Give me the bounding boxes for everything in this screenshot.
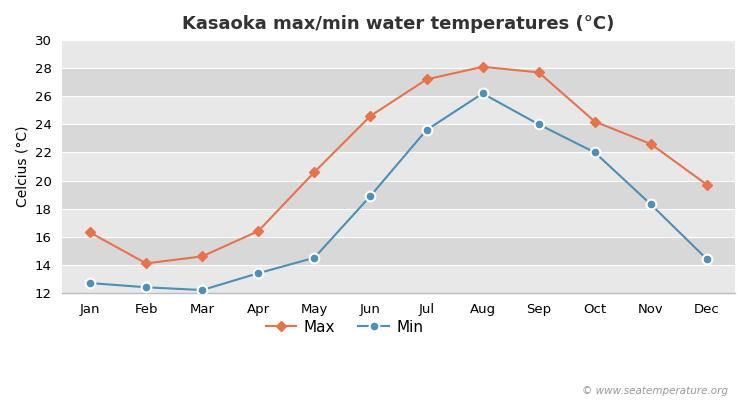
Bar xyxy=(62,124,735,152)
Title: Kasaoka max/min water temperatures (°C): Kasaoka max/min water temperatures (°C) xyxy=(182,15,615,33)
Bar xyxy=(62,96,735,124)
Bar xyxy=(62,152,735,180)
Bar xyxy=(62,209,735,237)
Legend: Max, Min: Max, Min xyxy=(260,314,430,341)
Y-axis label: Celcius (°C): Celcius (°C) xyxy=(15,126,29,207)
Bar xyxy=(62,180,735,209)
Bar xyxy=(62,68,735,96)
Bar xyxy=(62,265,735,293)
Bar xyxy=(62,237,735,265)
Text: © www.seatemperature.org: © www.seatemperature.org xyxy=(581,386,728,396)
Bar xyxy=(62,40,735,68)
